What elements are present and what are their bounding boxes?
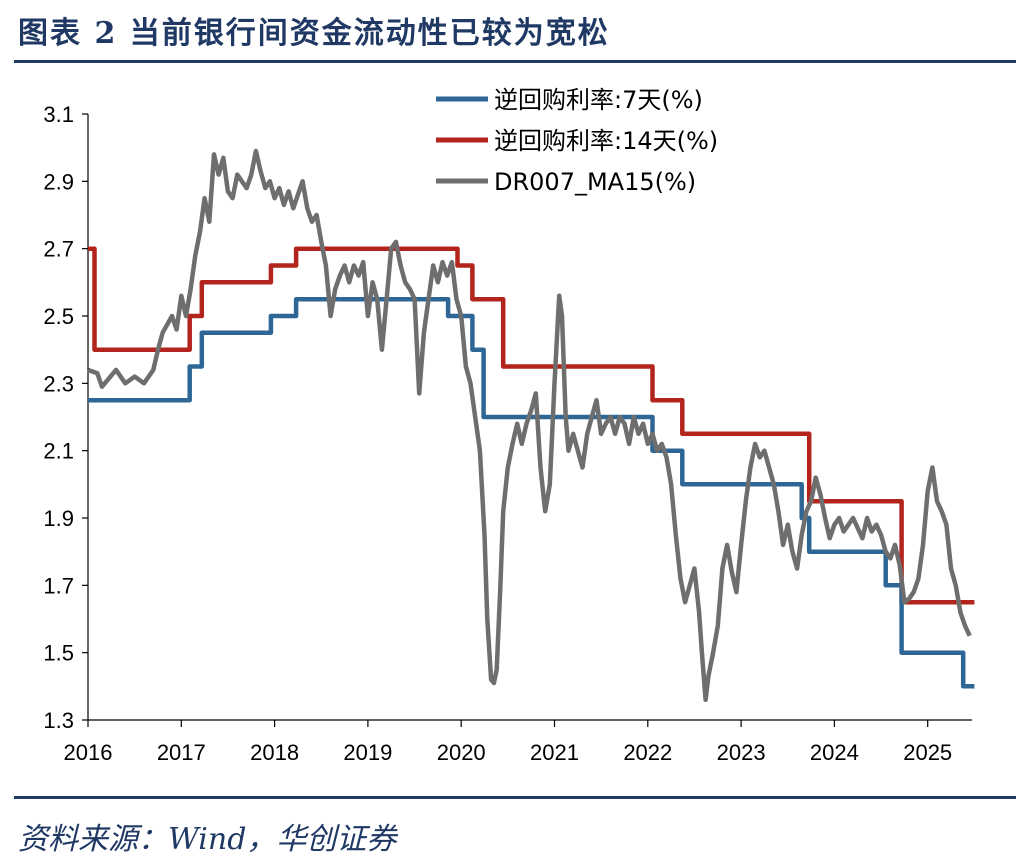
y-tick-label: 1.5	[43, 641, 74, 666]
y-tick-label: 2.7	[43, 237, 74, 262]
y-tick-label: 2.1	[43, 439, 74, 464]
y-tick-label: 1.9	[43, 506, 74, 531]
x-tick-label: 2017	[157, 740, 206, 765]
x-tick-label: 2024	[810, 740, 859, 765]
figure-title: 图表 2 当前银行间资金流动性已较为宽松	[18, 16, 610, 51]
y-tick-label: 2.9	[43, 169, 74, 194]
x-tick-label: 2025	[903, 740, 952, 765]
legend-label-0: 逆回购利率:7天(%)	[494, 86, 703, 114]
x-tick-label: 2021	[530, 740, 579, 765]
y-tick-label: 1.7	[43, 573, 74, 598]
y-tick-label: 2.5	[43, 304, 74, 329]
x-tick-label: 2022	[623, 740, 672, 765]
series-line-0	[88, 296, 975, 689]
y-tick-label: 2.3	[43, 371, 74, 396]
x-tick-label: 2018	[250, 740, 299, 765]
x-tick-label: 2016	[64, 740, 113, 765]
chart-legend: 逆回购利率:7天(%) 逆回购利率:14天(%) DR007_MA15(%)	[436, 86, 718, 196]
x-tick-label: 2023	[717, 740, 766, 765]
source-note: 资料来源：Wind，华创证券	[18, 822, 397, 857]
y-tick-label: 1.3	[43, 708, 74, 733]
y-tick-label: 3.1	[43, 102, 74, 127]
series-line-1	[88, 246, 975, 605]
series-layer	[87, 148, 975, 703]
legend-label-2: DR007_MA15(%)	[494, 168, 696, 196]
x-tick-label: 2019	[343, 740, 392, 765]
bottom-rule	[14, 796, 1016, 799]
top-rule	[14, 60, 1016, 63]
line-chart: 1.3 1.5 1.7 1.9 2.1 2.3 2.5 2.7 2.9 3.1 2016 2017 20…	[43, 86, 975, 765]
series-line-2	[87, 148, 972, 703]
x-tick-label: 2020	[437, 740, 486, 765]
legend-label-1: 逆回购利率:14天(%)	[494, 127, 718, 155]
chart-axes: 1.3 1.5 1.7 1.9 2.1 2.3 2.5 2.7 2.9 3.1 2016 2017 20…	[43, 102, 972, 765]
